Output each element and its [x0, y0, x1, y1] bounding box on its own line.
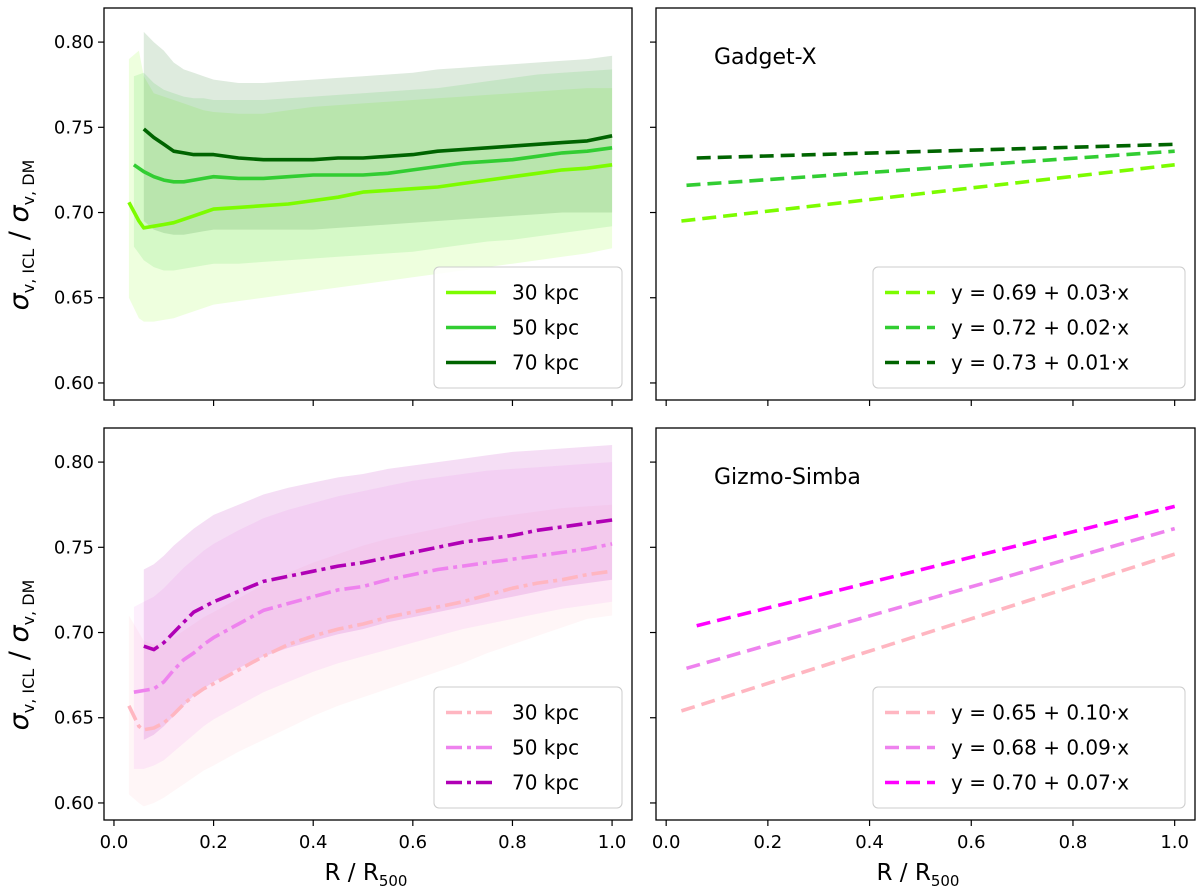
- y-axis-label-top: σv, ICL / σv, DM: [4, 160, 38, 311]
- x-tick-label: 0.4: [855, 832, 884, 853]
- y-label-num-sub-2: v, ICL: [19, 669, 38, 714]
- legend-label: y = 0.69 + 0.03·x: [951, 281, 1129, 305]
- legend-label: y = 0.73 + 0.01·x: [951, 351, 1129, 375]
- series-line-1: [681, 163, 1175, 223]
- panel-bottom-left: 0.0 0.2 0.4 0.6 0.8 1.0 0.60 0.65 0.70 0.75 0.80 30…: [54, 427, 633, 853]
- y-tick-label: 0.65: [54, 288, 94, 309]
- y-tick-label: 0.75: [54, 117, 94, 138]
- legend-label: 30 kpc: [512, 281, 579, 305]
- series-line-3: [696, 142, 1175, 160]
- legend-label: y = 0.72 + 0.02·x: [951, 316, 1129, 340]
- axes-frame: [655, 427, 1196, 821]
- band-50-kpc: [133, 69, 613, 271]
- y-tick-label: 0.60: [54, 793, 94, 814]
- y-label-den-sub-2: v, DM: [19, 580, 38, 626]
- band-70-kpc: [143, 445, 613, 740]
- band-70-kpc: [143, 31, 613, 235]
- x-label-sub: 500: [379, 872, 408, 890]
- axes-frame: [103, 427, 633, 821]
- y-label-sigma: σ: [4, 292, 35, 310]
- x-tick-label: 0.2: [199, 832, 228, 853]
- y-tick-label: 0.70: [54, 623, 94, 644]
- legend-label: 50 kpc: [512, 316, 579, 340]
- y-label-sigma-den: σ: [4, 205, 35, 223]
- x-tick-label: 0.4: [299, 832, 328, 853]
- x-tick-label: 0.2: [754, 832, 783, 853]
- y-tick-label: 0.65: [54, 708, 94, 729]
- band-30-kpc: [128, 504, 613, 807]
- x-tick-label: 0.0: [652, 832, 681, 853]
- x-axis-label-right: R / R500: [877, 860, 960, 890]
- x-tick-label: 1.0: [1160, 832, 1189, 853]
- series-line-3: [143, 518, 613, 652]
- y-label-slash-2: /: [4, 643, 35, 669]
- legend-label: y = 0.65 + 0.10·x: [951, 701, 1129, 725]
- y-axis-label-bottom: σv, ICL / σv, DM: [4, 580, 38, 731]
- legend-label: 30 kpc: [512, 701, 579, 725]
- series-line-1: [127, 163, 613, 230]
- series-line-3: [696, 504, 1176, 628]
- y-label-den-sub: v, DM: [19, 160, 38, 206]
- y-tick-label: 0.80: [54, 452, 94, 473]
- series-line-3: [142, 127, 613, 162]
- panel-top-left: 0.60 0.65 0.70 0.75 0.80 30 kpc 50 kpc 70 kpc: [54, 7, 633, 406]
- series-line-2: [686, 526, 1176, 671]
- legend: y = 0.69 + 0.03·x y = 0.72 + 0.02·x y = 0.…: [872, 266, 1186, 389]
- legend: 30 kpc 50 kpc 70 kpc: [433, 686, 623, 809]
- x-tick-label: 0.0: [100, 832, 129, 853]
- series-line-1: [127, 569, 613, 732]
- series-line-2: [132, 146, 613, 184]
- y-label-slash: /: [4, 223, 35, 249]
- x-label-main-2: R / R: [877, 860, 931, 886]
- legend-label: y = 0.68 + 0.09·x: [951, 736, 1129, 760]
- legend-label: 50 kpc: [512, 736, 579, 760]
- legend-label: 70 kpc: [512, 351, 579, 375]
- panel-top-right: Gadget-X y = 0.69 + 0.03·x y = 0.72 + 0.02…: [650, 7, 1196, 406]
- series-line-1: [680, 552, 1176, 713]
- series-line-2: [686, 149, 1175, 188]
- panel-annotation: Gizmo-Simba: [714, 465, 861, 490]
- x-label-main: R / R: [325, 860, 379, 886]
- y-tick-label: 0.75: [54, 537, 94, 558]
- legend-label: 70 kpc: [512, 771, 579, 795]
- axes-frame: [655, 7, 1196, 401]
- y-label-num-sub: v, ICL: [19, 249, 38, 294]
- axes-frame: [103, 7, 633, 401]
- legend: 30 kpc 50 kpc 70 kpc: [433, 266, 623, 389]
- x-tick-label: 1.0: [598, 832, 627, 853]
- legend-label: y = 0.70 + 0.07·x: [951, 771, 1129, 795]
- y-label-sigma-den-2: σ: [4, 625, 35, 643]
- x-label-sub-2: 500: [931, 872, 960, 890]
- y-tick-label: 0.60: [54, 373, 94, 394]
- x-axis-label-left: R / R500: [325, 860, 408, 890]
- legend: y = 0.65 + 0.10·x y = 0.68 + 0.09·x y = 0.…: [872, 686, 1186, 809]
- x-tick-label: 0.6: [957, 832, 986, 853]
- panel-bottom-right: 0.0 0.2 0.4 0.6 0.8 1.0 Gizmo-Simba y = 0.65 + …: [650, 427, 1196, 853]
- x-tick-label: 0.8: [498, 832, 527, 853]
- x-tick-label: 0.6: [399, 832, 428, 853]
- band-30-kpc: [128, 50, 613, 322]
- y-tick-label: 0.80: [54, 32, 94, 53]
- panel-annotation: Gadget-X: [714, 45, 817, 70]
- x-tick-label: 0.8: [1059, 832, 1088, 853]
- y-tick-label: 0.70: [54, 203, 94, 224]
- y-label-sigma-2: σ: [4, 712, 35, 730]
